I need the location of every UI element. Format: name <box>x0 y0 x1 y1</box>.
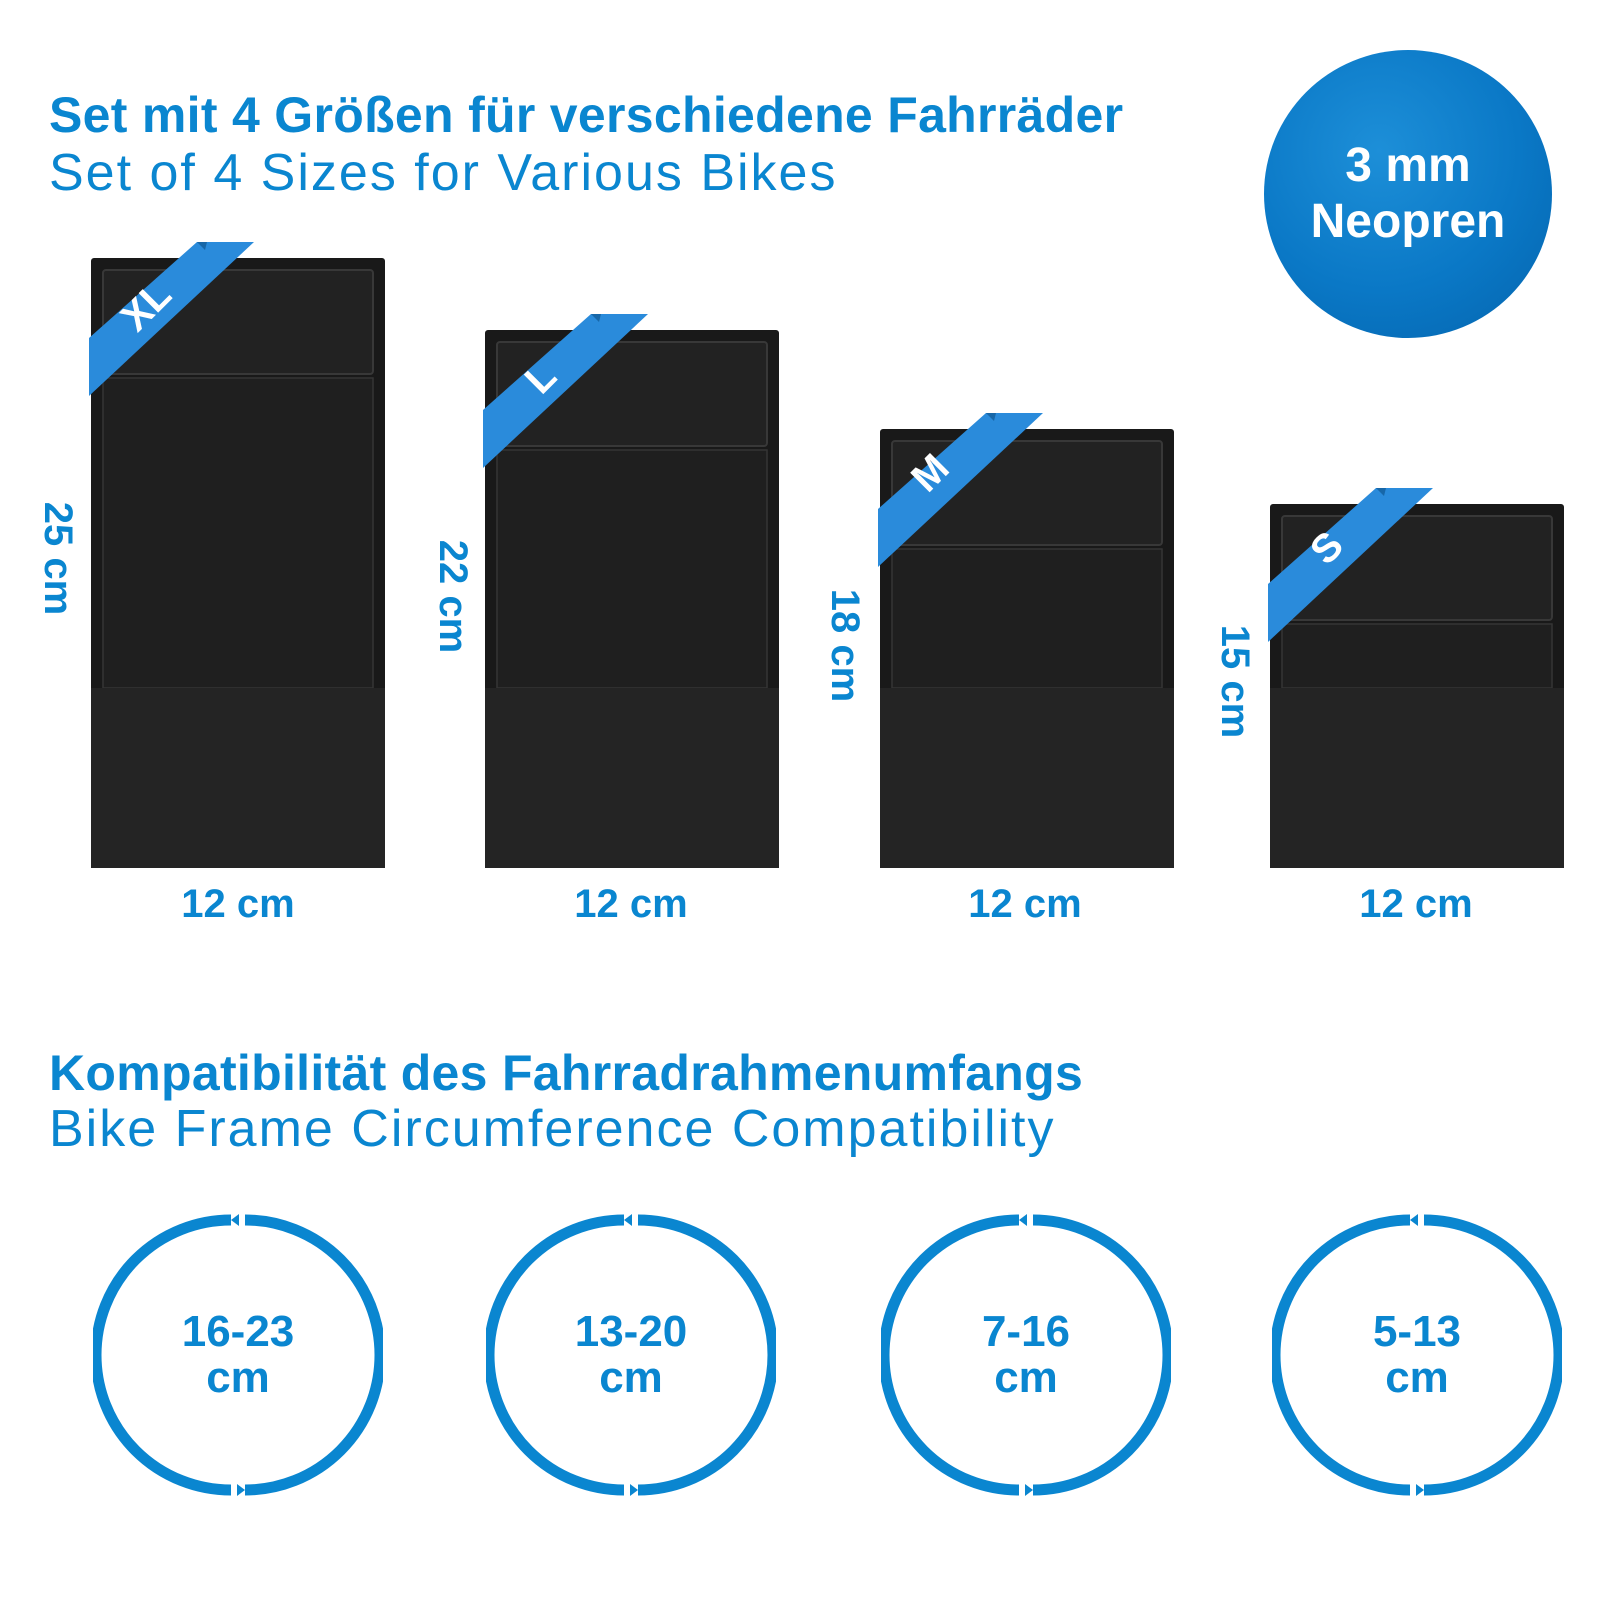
ring-unit-l: cm <box>599 1353 663 1402</box>
circumference-ring-xl: 16-23 cm <box>93 1210 383 1500</box>
badge-material: Neopren <box>1310 195 1506 248</box>
sleeve-s-ribbon <box>1268 488 1433 642</box>
width-label-m: 12 cm <box>968 882 1082 926</box>
sleeve-xl: XL <box>89 242 386 870</box>
ring-range-m: 7-16 <box>981 1307 1071 1356</box>
circumference-ring-m: 7-16 cm <box>881 1210 1171 1500</box>
sleeve-m-ribbon <box>878 413 1043 567</box>
compat-title-de: Kompatibilität des Fahrradrahmenumfangs <box>49 1045 1084 1101</box>
ring-arrows-icon <box>486 1214 776 1496</box>
circumference-ring-l: 13-20 cm <box>486 1210 776 1500</box>
ring-unit-xl: cm <box>206 1353 270 1402</box>
height-label-s: 15 cm <box>1213 624 1258 739</box>
sleeve-s-graphic <box>1270 504 1564 868</box>
sleeve-l: L <box>483 314 780 870</box>
neoprene-badge: 3 mm Neopren <box>1264 50 1552 338</box>
sleeve-l-graphic <box>485 330 779 868</box>
height-label-xl: 25 cm <box>36 501 81 616</box>
sizes-title-en: Set of 4 Sizes for Various Bikes <box>49 144 838 202</box>
sleeve-xl-graphic <box>91 258 385 868</box>
ring-arrows-icon <box>1272 1214 1562 1496</box>
width-label-l: 12 cm <box>574 882 688 926</box>
ring-range-s: 5-13 <box>1372 1307 1462 1356</box>
ring-range-xl: 16-23 <box>181 1307 295 1356</box>
width-label-s: 12 cm <box>1359 882 1473 926</box>
height-label-l: 22 cm <box>431 539 476 654</box>
badge-thickness: 3 mm <box>1345 139 1471 192</box>
sleeve-s: S <box>1268 488 1565 870</box>
sleeve-l-ribbon <box>483 314 648 468</box>
height-label-m: 18 cm <box>823 588 868 703</box>
ring-arrows-icon <box>881 1214 1171 1496</box>
ring-unit-m: cm <box>994 1353 1058 1402</box>
ring-unit-s: cm <box>1385 1353 1449 1402</box>
width-label-xl: 12 cm <box>181 882 295 926</box>
ring-range-l: 13-20 <box>574 1307 688 1356</box>
ring-arrows-icon <box>93 1214 383 1496</box>
compat-title-en: Bike Frame Circumference Compatibility <box>49 1100 1056 1158</box>
sizes-title-de: Set mit 4 Größen für verschiedene Fahrrä… <box>49 87 1124 143</box>
sleeve-m: M <box>878 413 1175 870</box>
circumference-ring-s: 5-13 cm <box>1272 1210 1562 1500</box>
sleeve-xl-ribbon <box>89 242 254 396</box>
